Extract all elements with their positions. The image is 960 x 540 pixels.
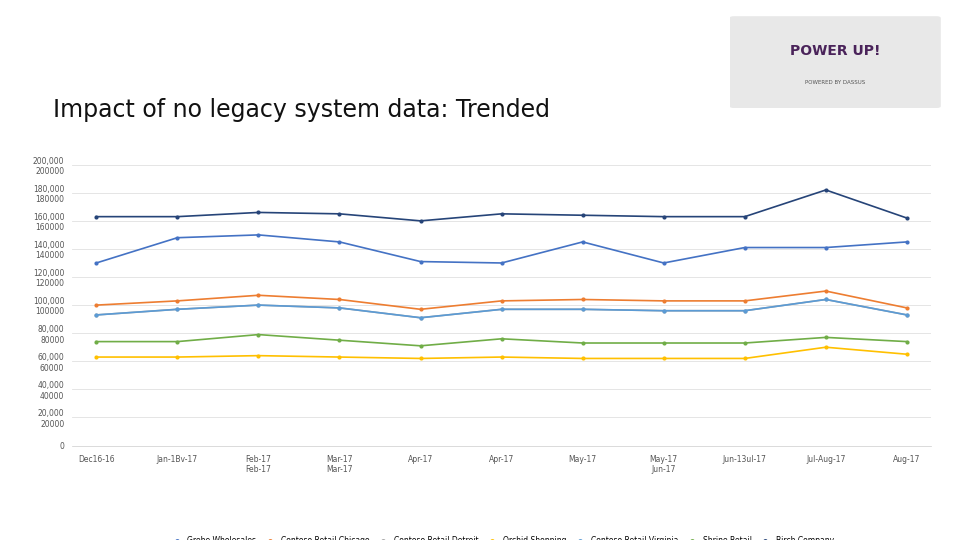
FancyBboxPatch shape (730, 16, 941, 108)
Text: POWER UP!: POWER UP! (790, 44, 880, 58)
Legend: Grebe Wholesales, Contoso Retail Chicago, Contoso Retail Detroit, Orchid Shoppin: Grebe Wholesales, Contoso Retail Chicago… (166, 534, 837, 540)
Text: Power UP! Virtual Events: Power UP! Virtual Events (302, 493, 658, 517)
Text: POWERED BY DASSUS: POWERED BY DASSUS (805, 80, 865, 85)
Text: Impact of no legacy system data: Trended: Impact of no legacy system data: Trended (53, 98, 550, 122)
